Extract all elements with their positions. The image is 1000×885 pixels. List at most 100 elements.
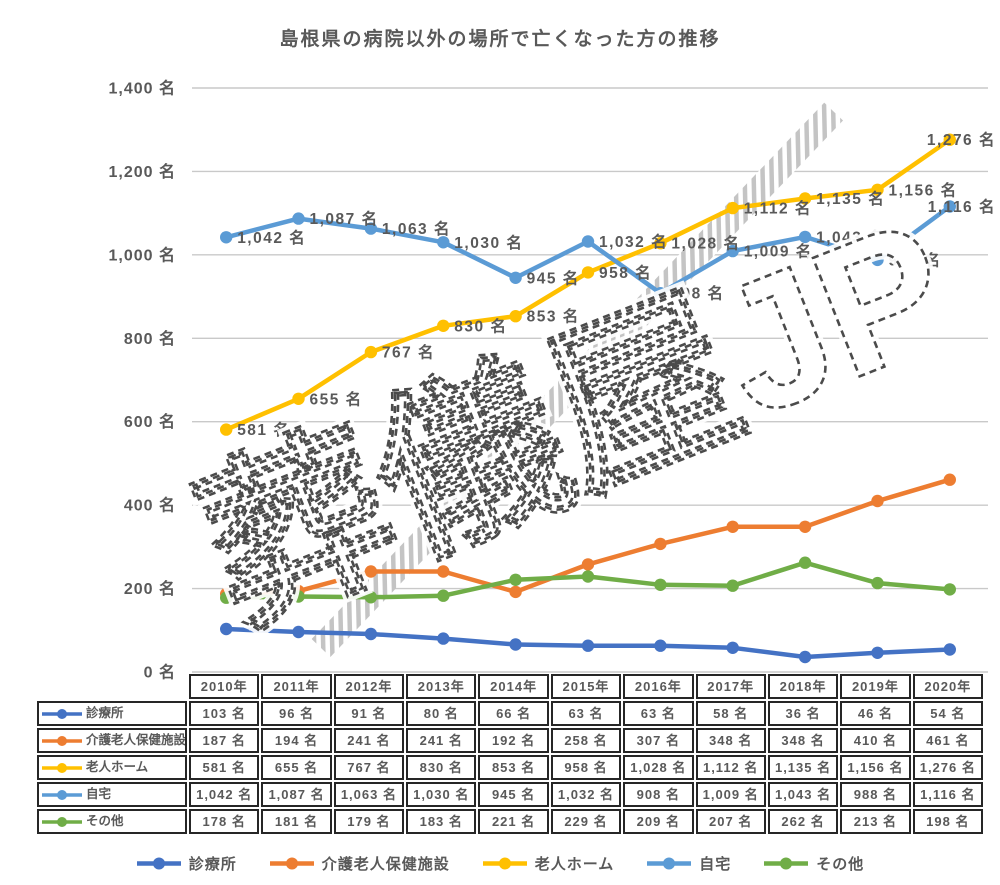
data-label-home: 1,043 名: [816, 227, 885, 246]
year-header-cell: 2017年: [695, 674, 766, 699]
legend-line-marker-icon: [269, 857, 314, 869]
series-label-cell-nursing-home: 老人ホーム: [37, 755, 187, 780]
data-point-nursing-home: [581, 266, 595, 279]
year-header-cell: 2010年: [189, 674, 260, 699]
data-point-other: [654, 578, 667, 591]
data-point-geriatric-health-facility: [654, 537, 667, 551]
series-label-cell-geriatric-health-facility: 介護老人保健施設: [37, 728, 187, 753]
year-header-cell: 2020年: [912, 674, 983, 699]
legend-label: 自宅: [699, 855, 732, 873]
data-label-nursing-home: 1,156 名: [889, 180, 958, 199]
value-cell-geriatric-health-facility: 348 名: [695, 728, 766, 753]
data-point-nursing-home: [726, 201, 739, 215]
y-axis-tick-label: 200 名: [124, 579, 176, 598]
value-cell-clinic: 36 名: [767, 701, 839, 726]
data-label-nursing-home: 655 名: [310, 389, 363, 408]
table-corner-cell: [37, 674, 187, 699]
year-header-cell: 2019年: [840, 674, 911, 699]
table-row-home: 自宅 1,042 名 1,087 名 1,063 名 1,030 名 945 名 1,032…: [37, 782, 983, 807]
legend-line-marker-icon: [42, 708, 82, 719]
data-point-home: [654, 287, 667, 300]
data-point-nursing-home: [798, 192, 812, 205]
value-cell-other: 229 名: [550, 809, 622, 834]
data-point-clinic: [943, 643, 956, 656]
data-point-clinic: [726, 641, 739, 654]
data-point-other: [437, 589, 450, 602]
data-point-other: [581, 570, 595, 583]
data-point-clinic: [364, 627, 378, 641]
value-cell-nursing-home: 767 名: [333, 755, 405, 780]
series-clinic: [220, 622, 956, 664]
value-cell-other: 183 名: [406, 809, 477, 834]
value-cell-clinic: 66 名: [478, 701, 549, 726]
value-cell-geriatric-health-facility: 192 名: [478, 728, 549, 753]
y-axis-labels: 0 名 200 名 400 名 600 名 800 名 1,000 名 1,200 名 1,4…: [109, 79, 177, 682]
legend-label: その他: [816, 855, 865, 873]
y-axis-tick-label: 400 名: [124, 496, 176, 515]
series-geriatric-health-facility: [220, 473, 956, 601]
table-row-geriatric-health-facility: 介護老人保健施設 187 名 194 名 241 名 241 名 192 名 258 名 30…: [37, 728, 983, 753]
value-cell-nursing-home: 1,135 名: [767, 755, 839, 780]
series-name: 診療所: [86, 706, 124, 720]
data-label-home: 1,009 名: [744, 242, 813, 261]
legend-item-geriatric-health-facility: 介護老人保健施設: [269, 853, 450, 874]
year-header-cell: 2015年: [550, 674, 622, 699]
y-axis-tick-label: 0 名: [144, 663, 176, 682]
y-axis-tick-label: 1,400 名: [109, 79, 177, 98]
series-name: 老人ホーム: [86, 760, 149, 774]
data-point-home: [726, 244, 739, 258]
value-cell-geriatric-health-facility: 461 名: [912, 728, 983, 753]
data-point-geriatric-health-facility: [798, 520, 812, 533]
legend-item-other: その他: [763, 853, 864, 874]
value-cell-clinic: 58 名: [695, 701, 766, 726]
data-label-home: 908 名: [671, 284, 724, 303]
value-cell-home: 1,042 名: [189, 782, 260, 807]
data-point-home: [798, 230, 812, 244]
legend-label: 老人ホーム: [534, 855, 615, 873]
value-cell-other: 209 名: [623, 809, 694, 834]
legend-item-home: 自宅: [646, 853, 731, 874]
value-cell-nursing-home: 1,028 名: [623, 755, 694, 780]
data-point-home: [943, 200, 956, 213]
data-label-nursing-home: 1,112 名: [744, 199, 812, 218]
data-point-geriatric-health-facility: [943, 473, 956, 486]
data-point-other: [364, 591, 378, 604]
legend-label: 介護老人保健施設: [321, 855, 450, 873]
data-point-geriatric-health-facility: [437, 565, 450, 578]
data-label-nursing-home: 830 名: [454, 316, 507, 335]
data-point-home: [437, 236, 450, 249]
legend-item-nursing-home: 老人ホーム: [482, 853, 615, 874]
value-cell-home: 1,030 名: [406, 782, 477, 807]
data-point-geriatric-health-facility: [509, 585, 522, 599]
data-point-clinic: [509, 638, 522, 651]
chart-title: 島根県の病院以外の場所で亡くなった方の推移: [279, 29, 721, 50]
data-point-home: [364, 222, 378, 235]
value-cell-home: 1,043 名: [767, 782, 839, 807]
data-point-nursing-home: [220, 423, 233, 436]
data-point-clinic: [654, 639, 667, 652]
data-label-home: 1,063 名: [382, 219, 451, 238]
data-table: 2010年 2011年 2012年 2013年 2014年 2015年 2016年 2017年…: [35, 672, 985, 836]
value-cell-geriatric-health-facility: 187 名: [189, 728, 260, 753]
value-cell-geriatric-health-facility: 258 名: [550, 728, 622, 753]
year-header-cell: 2011年: [261, 674, 332, 699]
data-label-home: 1,087 名: [310, 209, 379, 228]
value-cell-other: 262 名: [767, 809, 839, 834]
data-point-other: [798, 556, 812, 569]
data-point-home: [581, 235, 595, 248]
value-cell-clinic: 46 名: [840, 701, 911, 726]
data-label-nursing-home: 581 名: [237, 420, 290, 439]
series-name: 自宅: [86, 787, 112, 801]
value-cell-other: 213 名: [840, 809, 911, 834]
value-cell-geriatric-health-facility: 241 名: [333, 728, 405, 753]
value-cell-home: 1,116 名: [912, 782, 983, 807]
y-axis-tick-label: 800 名: [124, 329, 176, 348]
table-row-clinic: 診療所 103 名 96 名 91 名 80 名 66 名 63 名 63 名 58 名 36 名…: [37, 701, 983, 726]
year-header-cell: 2012年: [333, 674, 405, 699]
data-label-nursing-home: 958 名: [599, 263, 652, 282]
series-label-cell-home: 自宅: [37, 782, 187, 807]
data-label-nursing-home: 1,276 名: [927, 130, 996, 149]
data-point-geriatric-health-facility: [581, 558, 595, 571]
